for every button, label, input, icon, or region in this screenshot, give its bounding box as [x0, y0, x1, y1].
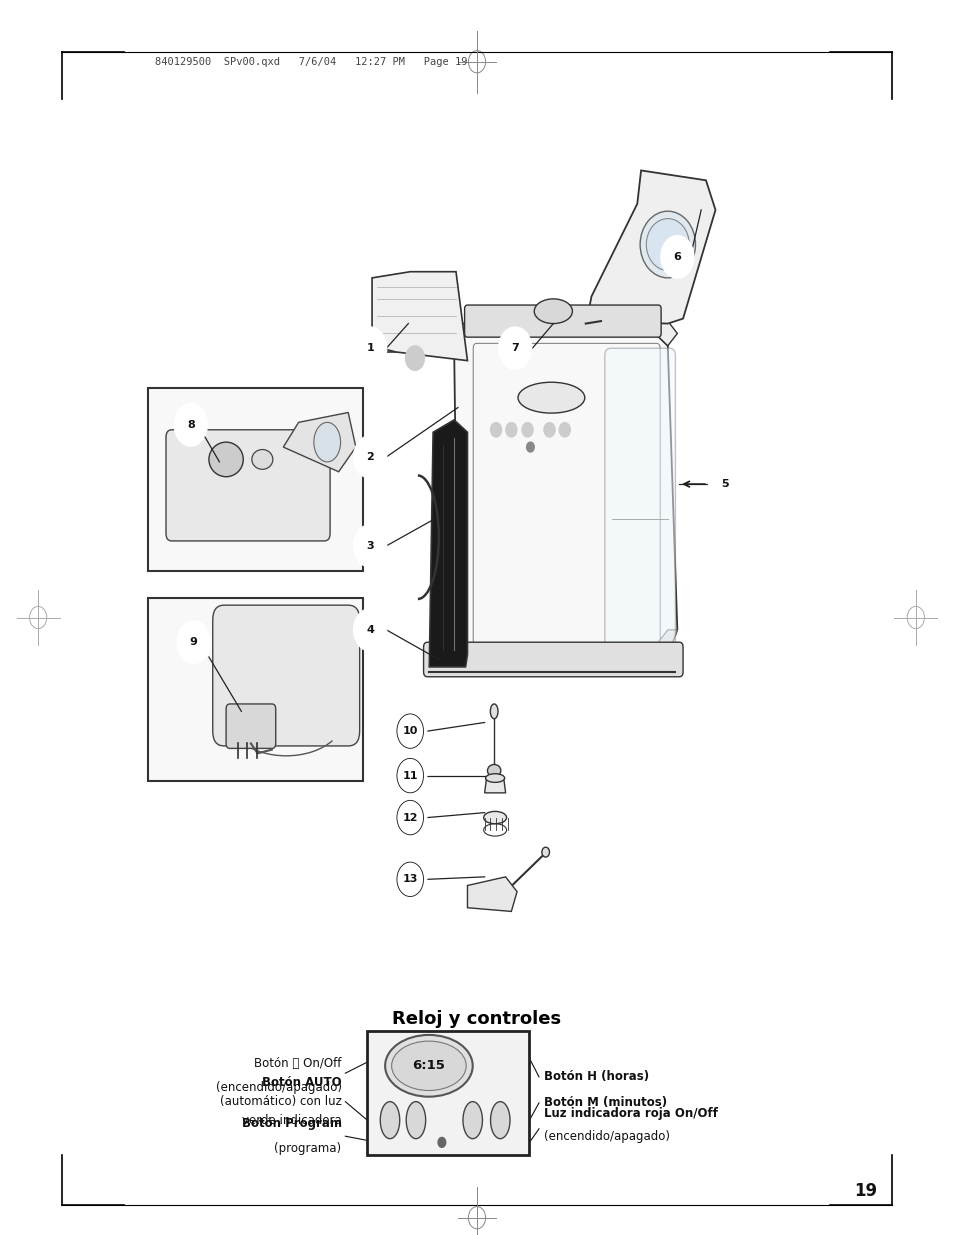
Text: verde indicadora: verde indicadora — [241, 1114, 341, 1128]
Text: 13: 13 — [402, 874, 417, 884]
Text: (programa): (programa) — [274, 1142, 341, 1156]
Circle shape — [526, 442, 534, 452]
Circle shape — [521, 422, 533, 437]
Ellipse shape — [462, 1102, 482, 1139]
Text: 11: 11 — [402, 771, 417, 781]
Circle shape — [354, 436, 386, 478]
Text: Reloj y controles: Reloj y controles — [392, 1010, 561, 1028]
Ellipse shape — [209, 442, 243, 477]
Bar — [148, 598, 362, 781]
Text: Botón M (minutos): Botón M (minutos) — [543, 1097, 666, 1109]
Bar — [148, 388, 362, 571]
Bar — [367, 1031, 529, 1155]
Ellipse shape — [252, 450, 273, 469]
Ellipse shape — [534, 299, 572, 324]
Text: 7: 7 — [511, 343, 518, 353]
Ellipse shape — [490, 1102, 510, 1139]
Circle shape — [660, 236, 693, 278]
Polygon shape — [454, 327, 677, 655]
Ellipse shape — [406, 1102, 425, 1139]
Ellipse shape — [645, 219, 688, 270]
FancyBboxPatch shape — [604, 348, 675, 650]
Polygon shape — [586, 170, 715, 324]
Text: Botón Program: Botón Program — [241, 1116, 341, 1130]
Circle shape — [177, 621, 210, 663]
Circle shape — [394, 858, 426, 900]
FancyBboxPatch shape — [166, 430, 330, 541]
FancyBboxPatch shape — [213, 605, 359, 746]
Text: 6:15: 6:15 — [412, 1060, 445, 1072]
Text: 5: 5 — [720, 479, 728, 489]
Text: 6: 6 — [673, 252, 680, 262]
Circle shape — [558, 422, 570, 437]
Circle shape — [394, 710, 426, 752]
Ellipse shape — [314, 422, 340, 462]
Text: Luz indicadora roja On/Off: Luz indicadora roja On/Off — [543, 1107, 717, 1120]
Ellipse shape — [487, 764, 500, 777]
Text: 840129500  SPv00.qxd   7/6/04   12:27 PM   Page 19: 840129500 SPv00.qxd 7/6/04 12:27 PM Page… — [154, 57, 467, 67]
Ellipse shape — [541, 847, 549, 857]
Ellipse shape — [517, 383, 584, 412]
Polygon shape — [484, 778, 505, 793]
Text: (automático) con luz: (automático) con luz — [219, 1095, 341, 1108]
Circle shape — [354, 609, 386, 651]
Circle shape — [498, 327, 531, 369]
Text: Botón ⓘ On/Off: Botón ⓘ On/Off — [253, 1056, 341, 1070]
Text: 10: 10 — [402, 726, 417, 736]
Circle shape — [354, 525, 386, 567]
Text: 12: 12 — [402, 813, 417, 823]
Text: (encendido/apagado): (encendido/apagado) — [215, 1081, 341, 1094]
Polygon shape — [372, 274, 412, 352]
Circle shape — [437, 1137, 445, 1147]
FancyBboxPatch shape — [423, 642, 682, 677]
Ellipse shape — [380, 1102, 399, 1139]
Ellipse shape — [485, 773, 504, 783]
Text: 9: 9 — [190, 637, 197, 647]
Text: 4: 4 — [366, 625, 374, 635]
Text: 1: 1 — [366, 343, 374, 353]
Ellipse shape — [639, 211, 695, 278]
Polygon shape — [467, 877, 517, 911]
Text: 8: 8 — [187, 420, 194, 430]
Ellipse shape — [391, 1041, 466, 1091]
Polygon shape — [283, 412, 355, 472]
Polygon shape — [429, 420, 467, 667]
Polygon shape — [372, 272, 467, 361]
Ellipse shape — [385, 1035, 472, 1097]
Text: Botón AUTO: Botón AUTO — [262, 1076, 341, 1089]
Text: (encendido/apagado): (encendido/apagado) — [543, 1130, 669, 1144]
FancyBboxPatch shape — [226, 704, 275, 748]
Circle shape — [394, 755, 426, 797]
Circle shape — [708, 463, 740, 505]
Text: Botón H (horas): Botón H (horas) — [543, 1071, 648, 1083]
Text: 19: 19 — [854, 1182, 877, 1199]
FancyBboxPatch shape — [464, 305, 660, 337]
Circle shape — [174, 404, 207, 446]
Circle shape — [490, 422, 501, 437]
Circle shape — [543, 422, 555, 437]
Circle shape — [394, 797, 426, 839]
Circle shape — [505, 422, 517, 437]
Text: 3: 3 — [366, 541, 374, 551]
Ellipse shape — [490, 704, 497, 719]
Circle shape — [354, 327, 386, 369]
Circle shape — [405, 346, 424, 370]
Ellipse shape — [483, 811, 506, 824]
Text: 2: 2 — [366, 452, 374, 462]
Polygon shape — [454, 319, 677, 346]
Polygon shape — [648, 630, 677, 655]
